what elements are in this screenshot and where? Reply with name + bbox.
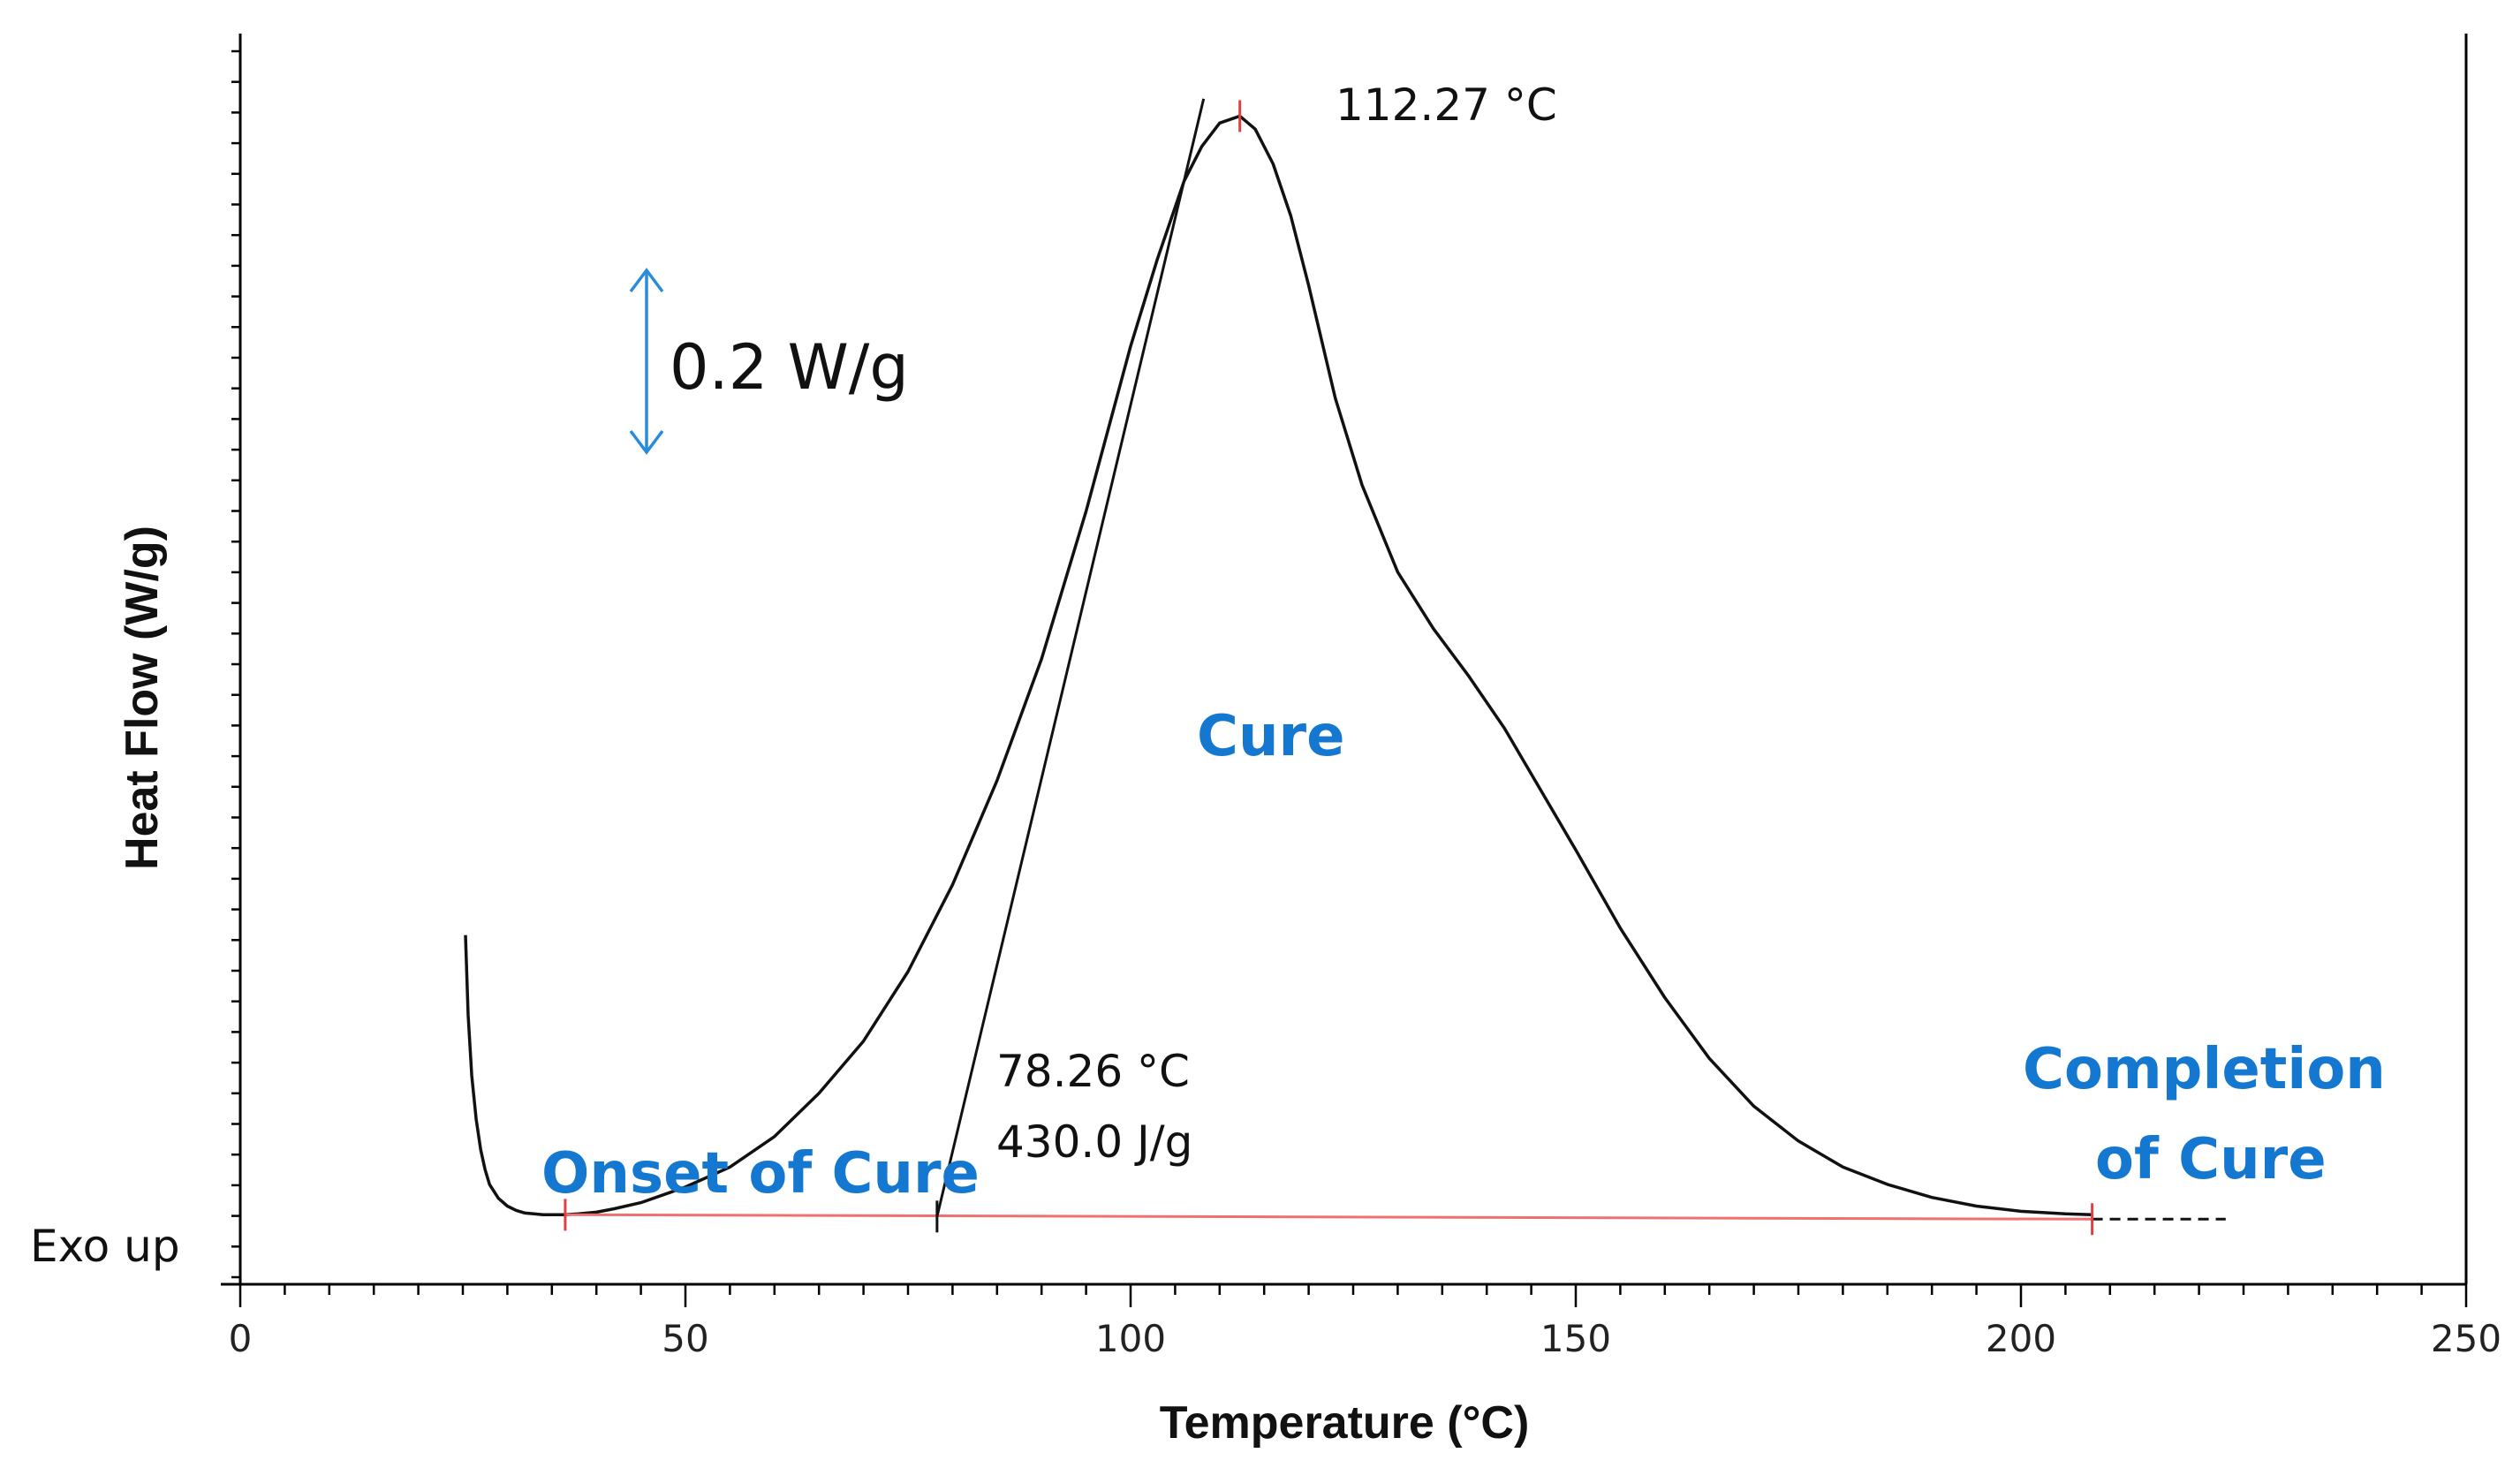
x-axis-title: Temperature (°C): [1160, 1397, 1530, 1449]
markers-layer: [564, 100, 2094, 1236]
series-onset-tangent: [935, 98, 1206, 1217]
peak-temp-label: 112.27 °C: [1336, 79, 1557, 131]
series-layer: [464, 98, 2226, 1221]
x-tick-label: 50: [662, 1317, 708, 1360]
exo-up-label: Exo up: [30, 1221, 180, 1272]
x-tick-label: 100: [1095, 1317, 1166, 1360]
series-dsc-heat-flow: [464, 114, 2092, 1217]
completion-label-line2: of Cure: [2095, 1127, 2327, 1192]
y-minor-ticks: [231, 49, 240, 1279]
x-tick-label: 250: [2431, 1317, 2501, 1360]
onset-temp-label: 78.26 °C: [996, 1046, 1190, 1097]
x-minor-ticks: [284, 1284, 2423, 1295]
axes: [221, 34, 2468, 1307]
x-tick-labels: 0 50 100 150 200 250: [229, 1317, 2501, 1360]
scale-bar: 0.2 W/g: [629, 268, 909, 455]
scale-bar-arrow-up-icon: [629, 268, 664, 293]
x-tick-label: 150: [1540, 1317, 1611, 1360]
scale-bar-arrow-down-icon: [629, 429, 664, 455]
completion-label-line1: Completion: [2023, 1037, 2386, 1102]
scale-bar-label: 0.2 W/g: [670, 331, 909, 404]
series-baseline: [564, 1213, 2092, 1221]
x-tick-label: 200: [1986, 1317, 2056, 1360]
y-axis-title: Heat Flow (W/g): [117, 526, 168, 870]
cure-label: Cure: [1197, 704, 1345, 769]
x-tick-label: 0: [229, 1317, 253, 1360]
enthalpy-label: 430.0 J/g: [996, 1116, 1192, 1168]
x-major-ticks: [238, 1284, 2468, 1307]
onset-of-cure-label: Onset of Cure: [541, 1141, 980, 1207]
